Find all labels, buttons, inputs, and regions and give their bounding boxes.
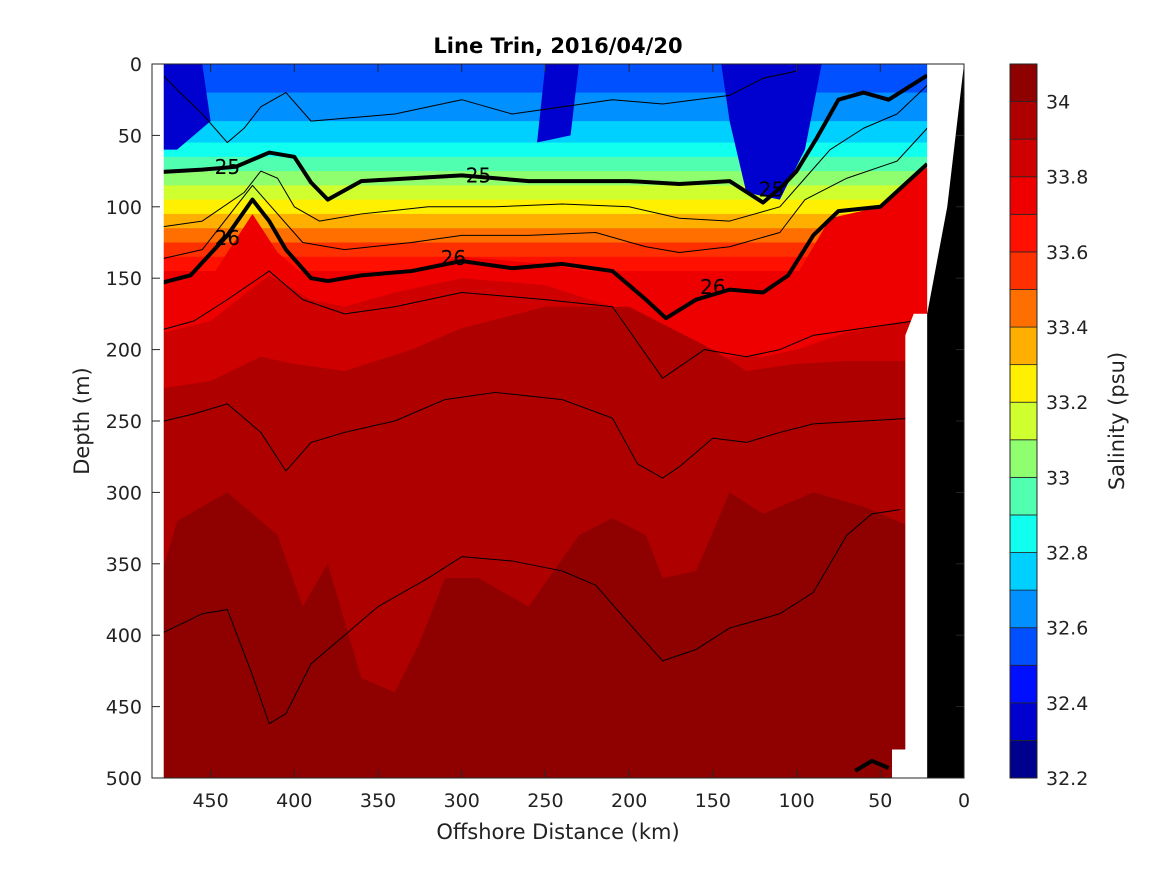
contour-label: 26 bbox=[441, 246, 466, 270]
colorbar-tick-label: 33.2 bbox=[1046, 392, 1088, 414]
fresh-core bbox=[152, 64, 211, 150]
salinity-band bbox=[152, 492, 964, 778]
colorbar-segment bbox=[1009, 289, 1038, 328]
y-tick-label: 300 bbox=[106, 482, 142, 504]
colorbar-segment bbox=[1009, 101, 1038, 140]
salinity-layer bbox=[152, 156, 964, 173]
salinity-layer bbox=[152, 171, 964, 187]
colorbar-segment bbox=[1009, 401, 1038, 441]
x-axis-ticks: 450 400 350 300 250 200 150 100 50 0 bbox=[192, 64, 970, 812]
colorbar-tick-label: 33.6 bbox=[1046, 242, 1088, 264]
colorbar-tick-label: 33.4 bbox=[1046, 317, 1088, 339]
colorbar-tick-label: 32.6 bbox=[1046, 618, 1088, 640]
x-tick-label: 100 bbox=[778, 790, 814, 812]
colorbar-tick-label: 32.2 bbox=[1046, 768, 1088, 790]
contour-label: 26 bbox=[215, 226, 240, 250]
contour-label: 25 bbox=[466, 163, 491, 187]
salinity-layer bbox=[152, 185, 964, 201]
colorbar-segment bbox=[1009, 213, 1038, 253]
bathymetry bbox=[152, 64, 964, 778]
colorbar-frame bbox=[1009, 63, 1038, 779]
y-tick-label: 0 bbox=[130, 54, 142, 76]
colorbar-segment bbox=[1009, 702, 1038, 741]
colorbar-tick-label: 33.8 bbox=[1046, 167, 1088, 189]
colorbar-tick-label: 32.8 bbox=[1046, 543, 1088, 565]
x-tick-label: 450 bbox=[192, 790, 228, 812]
seafloor bbox=[927, 64, 964, 778]
x-tick-label: 250 bbox=[527, 790, 563, 812]
colorbar-segment bbox=[1009, 589, 1038, 629]
density-contours: 25 25 25 26 26 26 bbox=[152, 64, 929, 773]
colorbar-segment bbox=[1009, 63, 1038, 102]
density-contour bbox=[152, 509, 901, 725]
salinity-layer bbox=[152, 228, 964, 244]
y-tick-label: 250 bbox=[106, 411, 142, 433]
x-tick-label: 0 bbox=[958, 790, 970, 812]
salinity-bands bbox=[152, 64, 964, 778]
x-tick-label: 350 bbox=[360, 790, 396, 812]
colorbar-segment bbox=[1009, 364, 1038, 403]
density-contour-bold bbox=[152, 73, 929, 205]
contour-label: 26 bbox=[700, 275, 725, 299]
y-tick-label: 200 bbox=[106, 340, 142, 362]
colorbar-tick-label: 32.4 bbox=[1046, 693, 1088, 715]
plot-area: 25 25 25 26 26 26 bbox=[152, 64, 964, 778]
x-axis-label: Offshore Distance (km) bbox=[436, 820, 679, 844]
y-tick-label: 500 bbox=[106, 768, 142, 790]
y-axis-label: Depth (m) bbox=[70, 367, 94, 474]
fresh-core bbox=[537, 64, 579, 143]
colorbar-segment bbox=[1009, 476, 1038, 516]
colorbar-ticks: 32.2 32.4 32.6 32.8 33 33.2 33.4 33.6 33.8 34 bbox=[1046, 92, 1088, 790]
x-tick-label: 150 bbox=[695, 790, 731, 812]
colorbar-segment bbox=[1009, 326, 1038, 366]
chart-title: Line Trin, 2016/04/20 bbox=[433, 34, 682, 58]
colorbar-segment bbox=[1009, 138, 1038, 178]
colorbar-segment bbox=[1009, 552, 1038, 591]
colorbar-segment bbox=[1009, 664, 1038, 704]
y-tick-label: 450 bbox=[106, 697, 142, 719]
colorbar-tick-label: 33 bbox=[1046, 467, 1070, 489]
y-tick-label: 350 bbox=[106, 554, 142, 576]
density-contour bbox=[152, 127, 928, 262]
density-contour bbox=[152, 85, 928, 229]
colorbar-tick-label: 34 bbox=[1046, 92, 1070, 114]
salinity-layer bbox=[152, 142, 964, 158]
colorbar-segment bbox=[1009, 439, 1038, 478]
fresh-core bbox=[721, 64, 822, 200]
density-contour bbox=[152, 64, 797, 144]
y-axis-ticks: 0 50 100 150 200 250 300 350 400 450 500 bbox=[106, 54, 964, 790]
colorbar-segment bbox=[1009, 740, 1038, 779]
x-tick-label: 200 bbox=[611, 790, 647, 812]
density-contour-bold bbox=[854, 758, 890, 773]
salinity-layer bbox=[152, 213, 964, 230]
colorbar-segment bbox=[1009, 627, 1038, 666]
y-tick-label: 150 bbox=[106, 268, 142, 290]
contour-label: 25 bbox=[759, 178, 784, 202]
salinity-layer bbox=[152, 242, 964, 258]
y-tick-label: 400 bbox=[106, 625, 142, 647]
density-contour bbox=[152, 270, 914, 379]
colorbar bbox=[1009, 63, 1038, 779]
y-tick-label: 50 bbox=[118, 125, 142, 147]
x-tick-label: 300 bbox=[444, 790, 480, 812]
colorbar-label: Salinity (psu) bbox=[1105, 352, 1129, 490]
colorbar-segment bbox=[1009, 176, 1038, 215]
colorbar-segment bbox=[1009, 251, 1038, 290]
x-tick-label: 400 bbox=[276, 790, 312, 812]
density-contour bbox=[152, 391, 914, 479]
y-tick-label: 100 bbox=[106, 197, 142, 219]
colorbar-segment bbox=[1009, 514, 1038, 553]
contour-label: 25 bbox=[215, 155, 240, 179]
x-tick-label: 50 bbox=[868, 790, 892, 812]
density-contour-bold bbox=[152, 162, 929, 321]
